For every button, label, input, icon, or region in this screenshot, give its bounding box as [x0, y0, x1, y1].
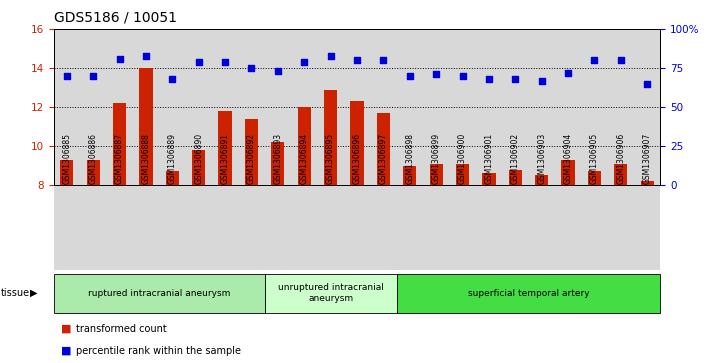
- Bar: [403, 166, 416, 185]
- Point: [272, 68, 283, 74]
- Point: [510, 76, 521, 82]
- Text: ▶: ▶: [30, 288, 38, 298]
- Point: [483, 76, 495, 82]
- Bar: [614, 164, 628, 185]
- Bar: [271, 142, 284, 185]
- Bar: [218, 111, 231, 185]
- Bar: [535, 175, 548, 185]
- Bar: [377, 113, 390, 185]
- Point: [219, 59, 231, 65]
- Bar: [245, 119, 258, 185]
- Bar: [113, 103, 126, 185]
- Bar: [561, 160, 575, 185]
- Bar: [60, 160, 74, 185]
- Bar: [298, 107, 311, 185]
- FancyBboxPatch shape: [396, 273, 660, 313]
- Bar: [324, 90, 337, 185]
- Text: tissue: tissue: [1, 288, 30, 298]
- Point: [642, 81, 653, 87]
- Point: [61, 73, 72, 79]
- Text: GDS5186 / 10051: GDS5186 / 10051: [54, 11, 176, 25]
- Text: superficial temporal artery: superficial temporal artery: [468, 289, 589, 298]
- Point: [351, 57, 363, 63]
- Bar: [166, 171, 179, 185]
- Text: unruptured intracranial
aneurysm: unruptured intracranial aneurysm: [278, 284, 383, 303]
- Point: [325, 53, 336, 58]
- Bar: [456, 164, 469, 185]
- Text: ruptured intracranial aneurysm: ruptured intracranial aneurysm: [88, 289, 231, 298]
- Bar: [192, 150, 206, 185]
- Point: [193, 59, 204, 65]
- Point: [140, 53, 151, 58]
- Point: [246, 65, 257, 71]
- Text: ■: ■: [61, 324, 71, 334]
- Bar: [483, 174, 496, 185]
- Point: [536, 78, 548, 83]
- Point: [114, 56, 125, 62]
- Point: [563, 70, 574, 76]
- Text: percentile rank within the sample: percentile rank within the sample: [76, 346, 241, 356]
- Bar: [86, 160, 100, 185]
- Point: [166, 76, 178, 82]
- Bar: [430, 164, 443, 185]
- Bar: [640, 181, 654, 185]
- Bar: [508, 170, 522, 185]
- Point: [298, 59, 310, 65]
- Text: transformed count: transformed count: [76, 324, 167, 334]
- Point: [589, 57, 600, 63]
- Point: [615, 57, 627, 63]
- Bar: [588, 171, 601, 185]
- Point: [431, 72, 442, 77]
- FancyBboxPatch shape: [265, 273, 396, 313]
- Point: [404, 73, 416, 79]
- Point: [378, 57, 389, 63]
- Text: ■: ■: [61, 346, 71, 356]
- Point: [457, 73, 468, 79]
- Point: [87, 73, 99, 79]
- Bar: [139, 68, 153, 185]
- FancyBboxPatch shape: [54, 273, 265, 313]
- Bar: [351, 101, 363, 185]
